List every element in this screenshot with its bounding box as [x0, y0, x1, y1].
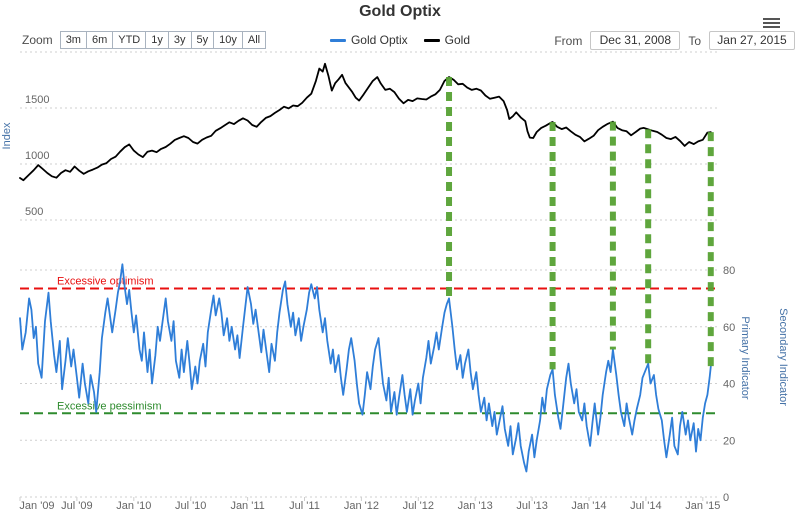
- threshold-label-pessimism: Excessive pessimism: [57, 400, 162, 412]
- threshold-label-optimism: Excessive optimism: [57, 275, 154, 287]
- y-axis-label: 40: [723, 379, 735, 391]
- zoom-button-3m[interactable]: 3m: [59, 31, 87, 49]
- legend-label: Gold: [444, 33, 471, 47]
- x-axis-label: Jan '14: [571, 500, 606, 512]
- gold-series-line: [19, 62, 712, 182]
- x-axis-label: Jan '12: [344, 500, 379, 512]
- y-axis-title-index: Index: [1, 122, 13, 149]
- y-axis-label: 20: [723, 435, 735, 447]
- x-axis-label: Jan '11: [230, 500, 264, 512]
- to-date-input[interactable]: Jan 27, 2015: [709, 31, 795, 50]
- x-axis-label: Jul '14: [630, 500, 661, 512]
- from-label: From: [554, 33, 583, 48]
- y-axis-label: 60: [723, 322, 735, 334]
- zoom-button-3y[interactable]: 3y: [167, 31, 192, 49]
- x-axis-label: Jul '10: [175, 500, 206, 512]
- legend-label: Gold Optix: [350, 33, 408, 47]
- legend-item-gold[interactable]: Gold: [423, 33, 471, 47]
- date-range-inputs: From Dec 31, 2008 To Jan 27, 2015: [554, 31, 795, 50]
- y-axis-title-primary-indicator: Primary Indicator: [739, 316, 751, 399]
- legend-marker-icon: [423, 38, 440, 42]
- y-axis-title-secondary-indicator: Secondary Indicator: [777, 308, 789, 406]
- x-axis-label: Jul '09: [61, 500, 92, 512]
- legend-marker-icon: [329, 38, 346, 42]
- zoom-button-ytd[interactable]: YTD: [112, 31, 147, 49]
- context-menu-button[interactable]: [763, 16, 780, 30]
- zoom-button-10y[interactable]: 10y: [213, 31, 243, 49]
- page-title: Gold Optix: [359, 3, 441, 20]
- zoom-button-all[interactable]: All: [241, 31, 267, 49]
- hamburger-icon: [763, 26, 780, 28]
- x-axis-label: Jul '13: [516, 500, 547, 512]
- legend-item-gold-optix[interactable]: Gold Optix: [329, 33, 408, 47]
- y-axis-label: 80: [723, 265, 735, 277]
- zoom-button-group: 3m 6m YTD 1y 3y 5y 10y All: [59, 31, 267, 49]
- zoom-label: Zoom: [22, 33, 53, 47]
- x-axis-label: Jul '12: [403, 500, 434, 512]
- zoom-button-1y[interactable]: 1y: [145, 31, 169, 49]
- y-axis-label: 1500: [25, 94, 49, 106]
- range-selector: Zoom 3m 6m YTD 1y 3y 5y 10y All: [22, 31, 267, 49]
- legend: Gold Optix Gold: [329, 33, 471, 47]
- zoom-button-5y[interactable]: 5y: [190, 31, 215, 49]
- x-axis-label: Jan '13: [458, 500, 493, 512]
- x-axis-label: Jan '10: [116, 500, 151, 512]
- zoom-button-6m[interactable]: 6m: [85, 31, 114, 49]
- y-axis-label: 0: [723, 492, 729, 504]
- y-axis-label: 500: [25, 206, 43, 218]
- hamburger-icon: [763, 22, 780, 24]
- gold-optix-series-line: [19, 263, 712, 473]
- x-axis-label: Jan '15: [685, 500, 720, 512]
- hamburger-icon: [763, 18, 780, 20]
- to-label: To: [688, 33, 701, 48]
- y-axis-label: 1000: [25, 150, 49, 162]
- x-axis-label: Jul '11: [289, 500, 320, 512]
- from-date-input[interactable]: Dec 31, 2008: [590, 31, 681, 50]
- x-axis-label: Jan '09: [19, 500, 54, 512]
